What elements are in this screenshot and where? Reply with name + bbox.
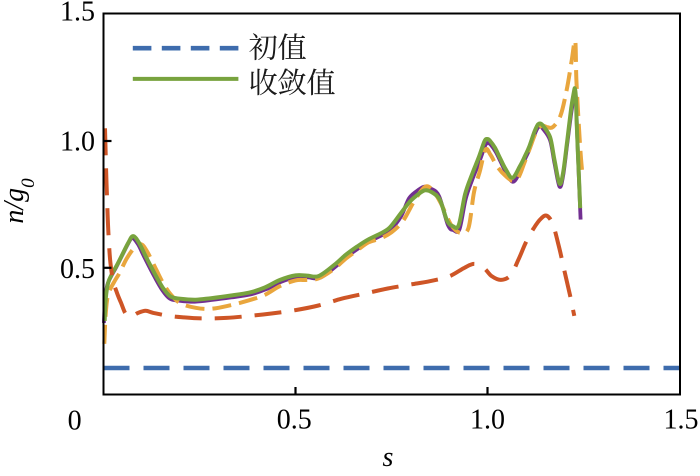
svg-text:s: s	[383, 442, 394, 473]
svg-text:0.5: 0.5	[277, 405, 312, 436]
svg-text:1.0: 1.0	[60, 126, 95, 157]
svg-text:1.0: 1.0	[470, 405, 505, 436]
svg-text:1.5: 1.5	[60, 0, 95, 28]
svg-text:0: 0	[68, 406, 82, 437]
svg-text:0.5: 0.5	[60, 254, 95, 285]
svg-text:1.5: 1.5	[664, 405, 699, 436]
